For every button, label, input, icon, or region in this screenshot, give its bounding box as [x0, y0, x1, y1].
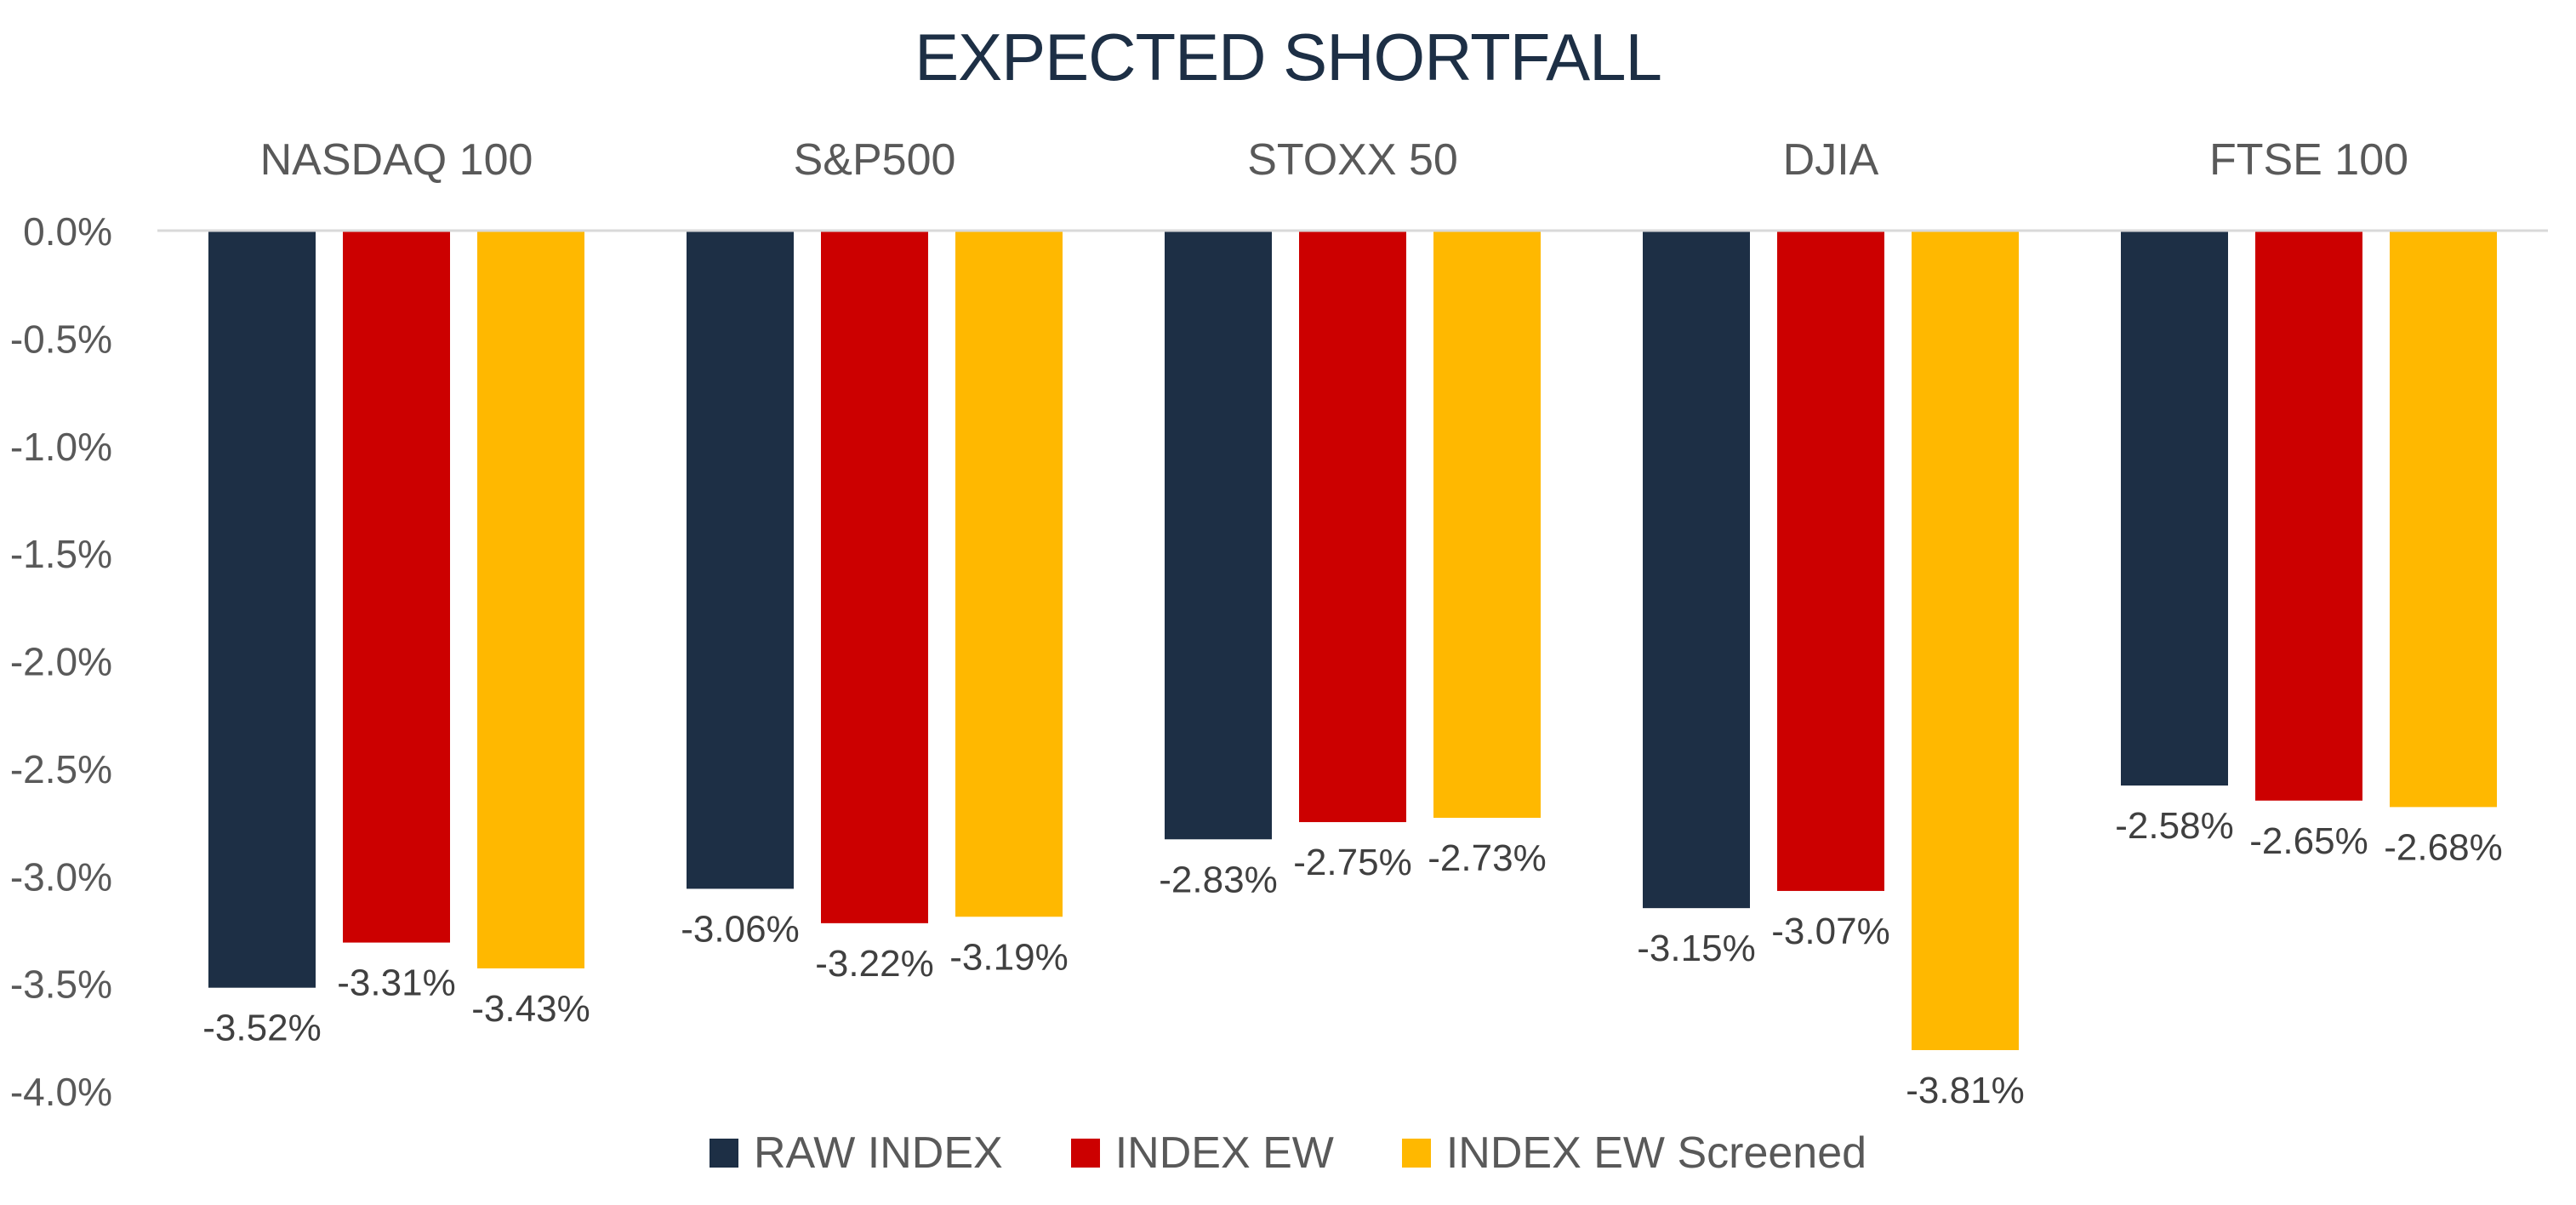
bar [1777, 231, 1884, 891]
chart-legend: RAW INDEX INDEX EW INDEX EW Screened [0, 1128, 2576, 1179]
bar [1643, 231, 1750, 909]
data-label: -3.06% [681, 908, 799, 950]
legend-item: INDEX EW Screened [1401, 1128, 1867, 1179]
category-label: FTSE 100 [2209, 135, 2408, 185]
category-label: NASDAQ 100 [260, 135, 533, 185]
y-tick-label: -2.0% [10, 640, 112, 684]
data-label: -3.07% [1771, 911, 1889, 952]
y-tick-label: -1.5% [10, 532, 112, 576]
y-tick-label: -0.5% [10, 317, 112, 361]
data-label: -2.83% [1159, 859, 1277, 900]
y-tick-label: -1.0% [10, 425, 112, 469]
data-label: -2.75% [1293, 842, 1411, 883]
legend-item: RAW INDEX [709, 1128, 1003, 1179]
bar [343, 231, 450, 943]
y-tick-label: -4.0% [10, 1070, 112, 1114]
data-label: -3.81% [1906, 1070, 2024, 1111]
bar [2255, 231, 2362, 801]
category-label: S&P500 [794, 135, 956, 185]
bar [1433, 231, 1541, 819]
legend-label: INDEX EW [1114, 1128, 1334, 1178]
legend-swatch [1070, 1139, 1100, 1168]
bar [955, 231, 1063, 917]
data-label: -3.31% [337, 962, 455, 1004]
data-label: -3.52% [202, 1008, 321, 1049]
data-label: -3.19% [949, 936, 1068, 978]
data-label: -3.22% [815, 943, 933, 985]
bar [2121, 231, 2228, 786]
bar [821, 231, 928, 923]
bar [477, 231, 584, 968]
data-label: -3.43% [471, 988, 590, 1030]
bar [208, 231, 316, 988]
bar [1165, 231, 1272, 840]
category-label: DJIA [1783, 135, 1879, 185]
legend-item: INDEX EW [1070, 1128, 1334, 1179]
data-label: -2.58% [2115, 805, 2233, 847]
y-tick-label: -2.5% [10, 747, 112, 791]
chart-title: EXPECTED SHORTFALL [915, 20, 1662, 94]
category-label: STOXX 50 [1247, 135, 1458, 185]
data-label: -2.68% [2384, 826, 2502, 868]
bar [1299, 231, 1406, 823]
data-label: -3.15% [1637, 928, 1755, 969]
y-tick-label: 0.0% [23, 209, 112, 254]
legend-label: RAW INDEX [753, 1128, 1003, 1178]
data-label: -2.73% [1428, 837, 1546, 879]
legend-swatch [1401, 1139, 1431, 1168]
legend-label: INDEX EW Screened [1445, 1128, 1867, 1178]
bar [2390, 231, 2497, 808]
bar [1912, 231, 2019, 1050]
y-tick-label: -3.0% [10, 854, 112, 899]
legend-swatch [709, 1139, 738, 1168]
bar [687, 231, 794, 889]
y-tick-label: -3.5% [10, 962, 112, 1007]
data-label: -2.65% [2249, 820, 2368, 862]
